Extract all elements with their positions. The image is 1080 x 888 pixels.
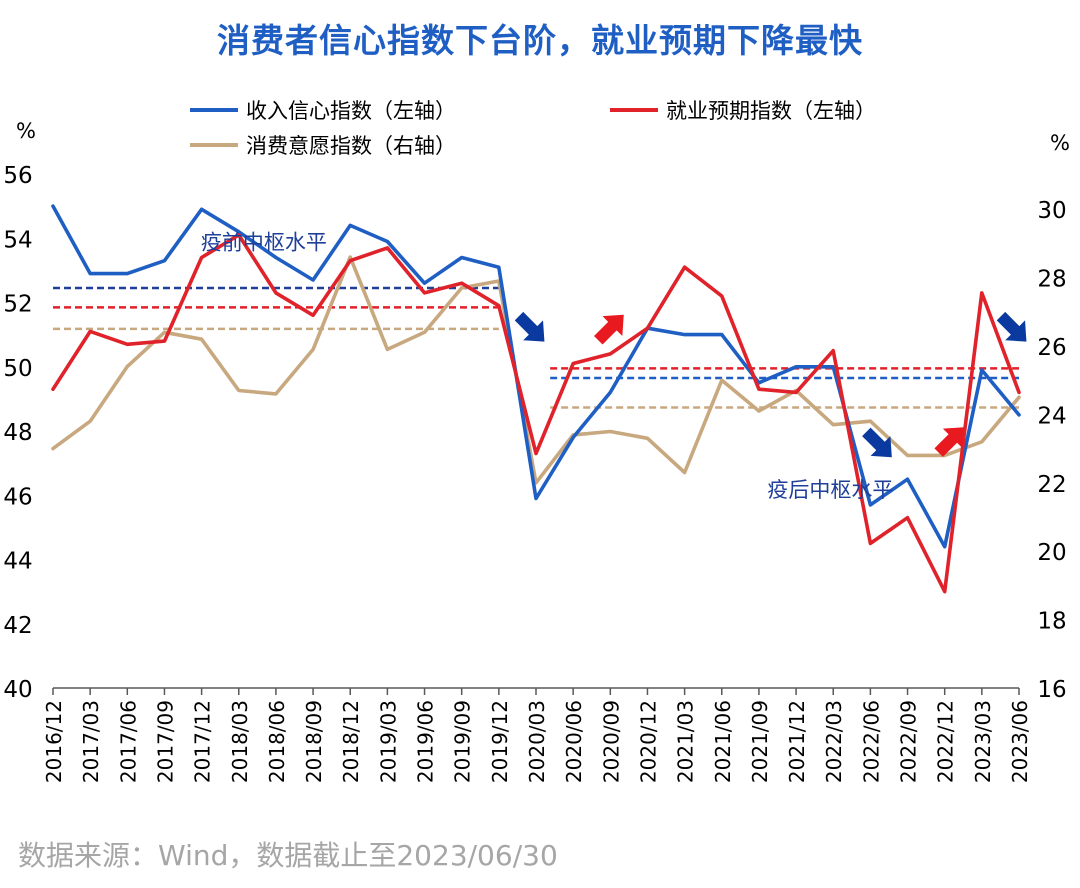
- left-tick-label: 40: [3, 677, 32, 703]
- arrow-up-icon: [594, 314, 624, 345]
- source-note: 数据来源：Wind，数据截止至2023/06/30: [18, 839, 558, 872]
- series-line: [51, 204, 1021, 549]
- right-tick-label: 20: [1037, 540, 1066, 566]
- x-tick-label: 2016/12: [42, 700, 66, 783]
- x-tick-label: 2019/12: [488, 700, 512, 783]
- x-tick-label: 2019/06: [414, 700, 438, 783]
- left-tick-label: 42: [3, 613, 32, 639]
- right-tick-label: 26: [1037, 335, 1066, 361]
- trend-arrows: [514, 311, 1027, 458]
- x-tick-label: 2023/06: [1008, 700, 1032, 783]
- x-tick-label: 2021/09: [748, 700, 772, 783]
- arrow-down-icon: [996, 311, 1027, 342]
- left-tick-label: 54: [3, 227, 32, 253]
- x-tick-label: 2019/03: [376, 700, 400, 783]
- arrow-shape: [862, 427, 892, 458]
- arrow-shape: [934, 427, 965, 457]
- legend-label: 消费意愿指数（右轴）: [246, 134, 456, 158]
- reference-lines: [53, 286, 1019, 409]
- series-line: [51, 233, 1021, 594]
- left-tick-label: 46: [3, 484, 32, 510]
- left-y-axis: % 40 42 44 46 48 50 52 54 56: [3, 119, 36, 703]
- x-tick-label: 2021/03: [674, 700, 698, 783]
- x-tick-label: 2017/09: [153, 700, 177, 783]
- legend-label: 收入信心指数（左轴）: [246, 99, 456, 123]
- x-tick-label: 2020/06: [562, 700, 586, 783]
- right-tick-label: 18: [1037, 609, 1066, 635]
- x-tick-label: 2020/09: [599, 700, 623, 783]
- annotation-label: 疫后中枢水平: [767, 478, 893, 502]
- x-tick-label: 2021/12: [785, 700, 809, 783]
- left-tick-label: 48: [3, 420, 32, 446]
- right-axis-unit: %: [1050, 131, 1070, 155]
- x-tick-label: 2018/12: [339, 700, 363, 783]
- x-tick-label: 2022/06: [859, 700, 883, 783]
- right-y-axis: % 16 18 20 22 24 26 28 30: [1037, 131, 1070, 703]
- legend-label: 就业预期指数（左轴）: [666, 99, 876, 123]
- arrow-up-icon: [934, 427, 965, 457]
- x-tick-label: 2020/03: [525, 700, 549, 783]
- right-tick-label: 28: [1037, 267, 1066, 293]
- arrow-down-icon: [862, 427, 892, 458]
- x-tick-label: 2022/12: [934, 700, 958, 783]
- arrow-shape: [514, 311, 545, 342]
- x-tick-label: 2020/12: [636, 700, 660, 783]
- x-tick-label: 2022/03: [822, 700, 846, 783]
- series-line: [51, 255, 1021, 485]
- arrow-shape: [996, 311, 1027, 342]
- annotation-label: 疫前中枢水平: [201, 230, 327, 254]
- right-tick-label: 16: [1037, 677, 1066, 703]
- left-tick-label: 44: [3, 549, 32, 575]
- x-tick-label: 2017/03: [79, 700, 103, 783]
- x-axis: 2016/12 2017/03 2017/06 2017/09 2017/12 2018/…: [42, 687, 1032, 783]
- right-tick-label: 30: [1037, 198, 1066, 224]
- right-tick-label: 24: [1037, 403, 1066, 429]
- chart-title: 消费者信心指数下台阶，就业预期下降最快: [217, 21, 863, 60]
- left-tick-label: 50: [3, 356, 32, 382]
- x-tick-label: 2023/03: [971, 700, 995, 783]
- x-tick-label: 2022/09: [897, 700, 921, 783]
- left-axis-unit: %: [16, 119, 36, 143]
- x-tick-label: 2017/12: [191, 700, 215, 783]
- x-tick-label: 2018/03: [228, 700, 252, 783]
- arrow-down-icon: [514, 311, 545, 342]
- right-tick-label: 22: [1037, 472, 1066, 498]
- x-tick-label: 2017/06: [116, 700, 140, 783]
- x-tick-label: 2018/09: [302, 700, 326, 783]
- series-lines: [51, 204, 1021, 594]
- x-tick-label: 2019/09: [451, 700, 475, 783]
- left-tick-label: 56: [3, 163, 32, 189]
- x-tick-label: 2021/06: [711, 700, 735, 783]
- legend: 收入信心指数（左轴） 就业预期指数（左轴） 消费意愿指数（右轴）: [190, 99, 876, 158]
- x-tick-label: 2018/06: [265, 700, 289, 783]
- arrow-shape: [594, 314, 624, 345]
- left-tick-label: 52: [3, 292, 32, 318]
